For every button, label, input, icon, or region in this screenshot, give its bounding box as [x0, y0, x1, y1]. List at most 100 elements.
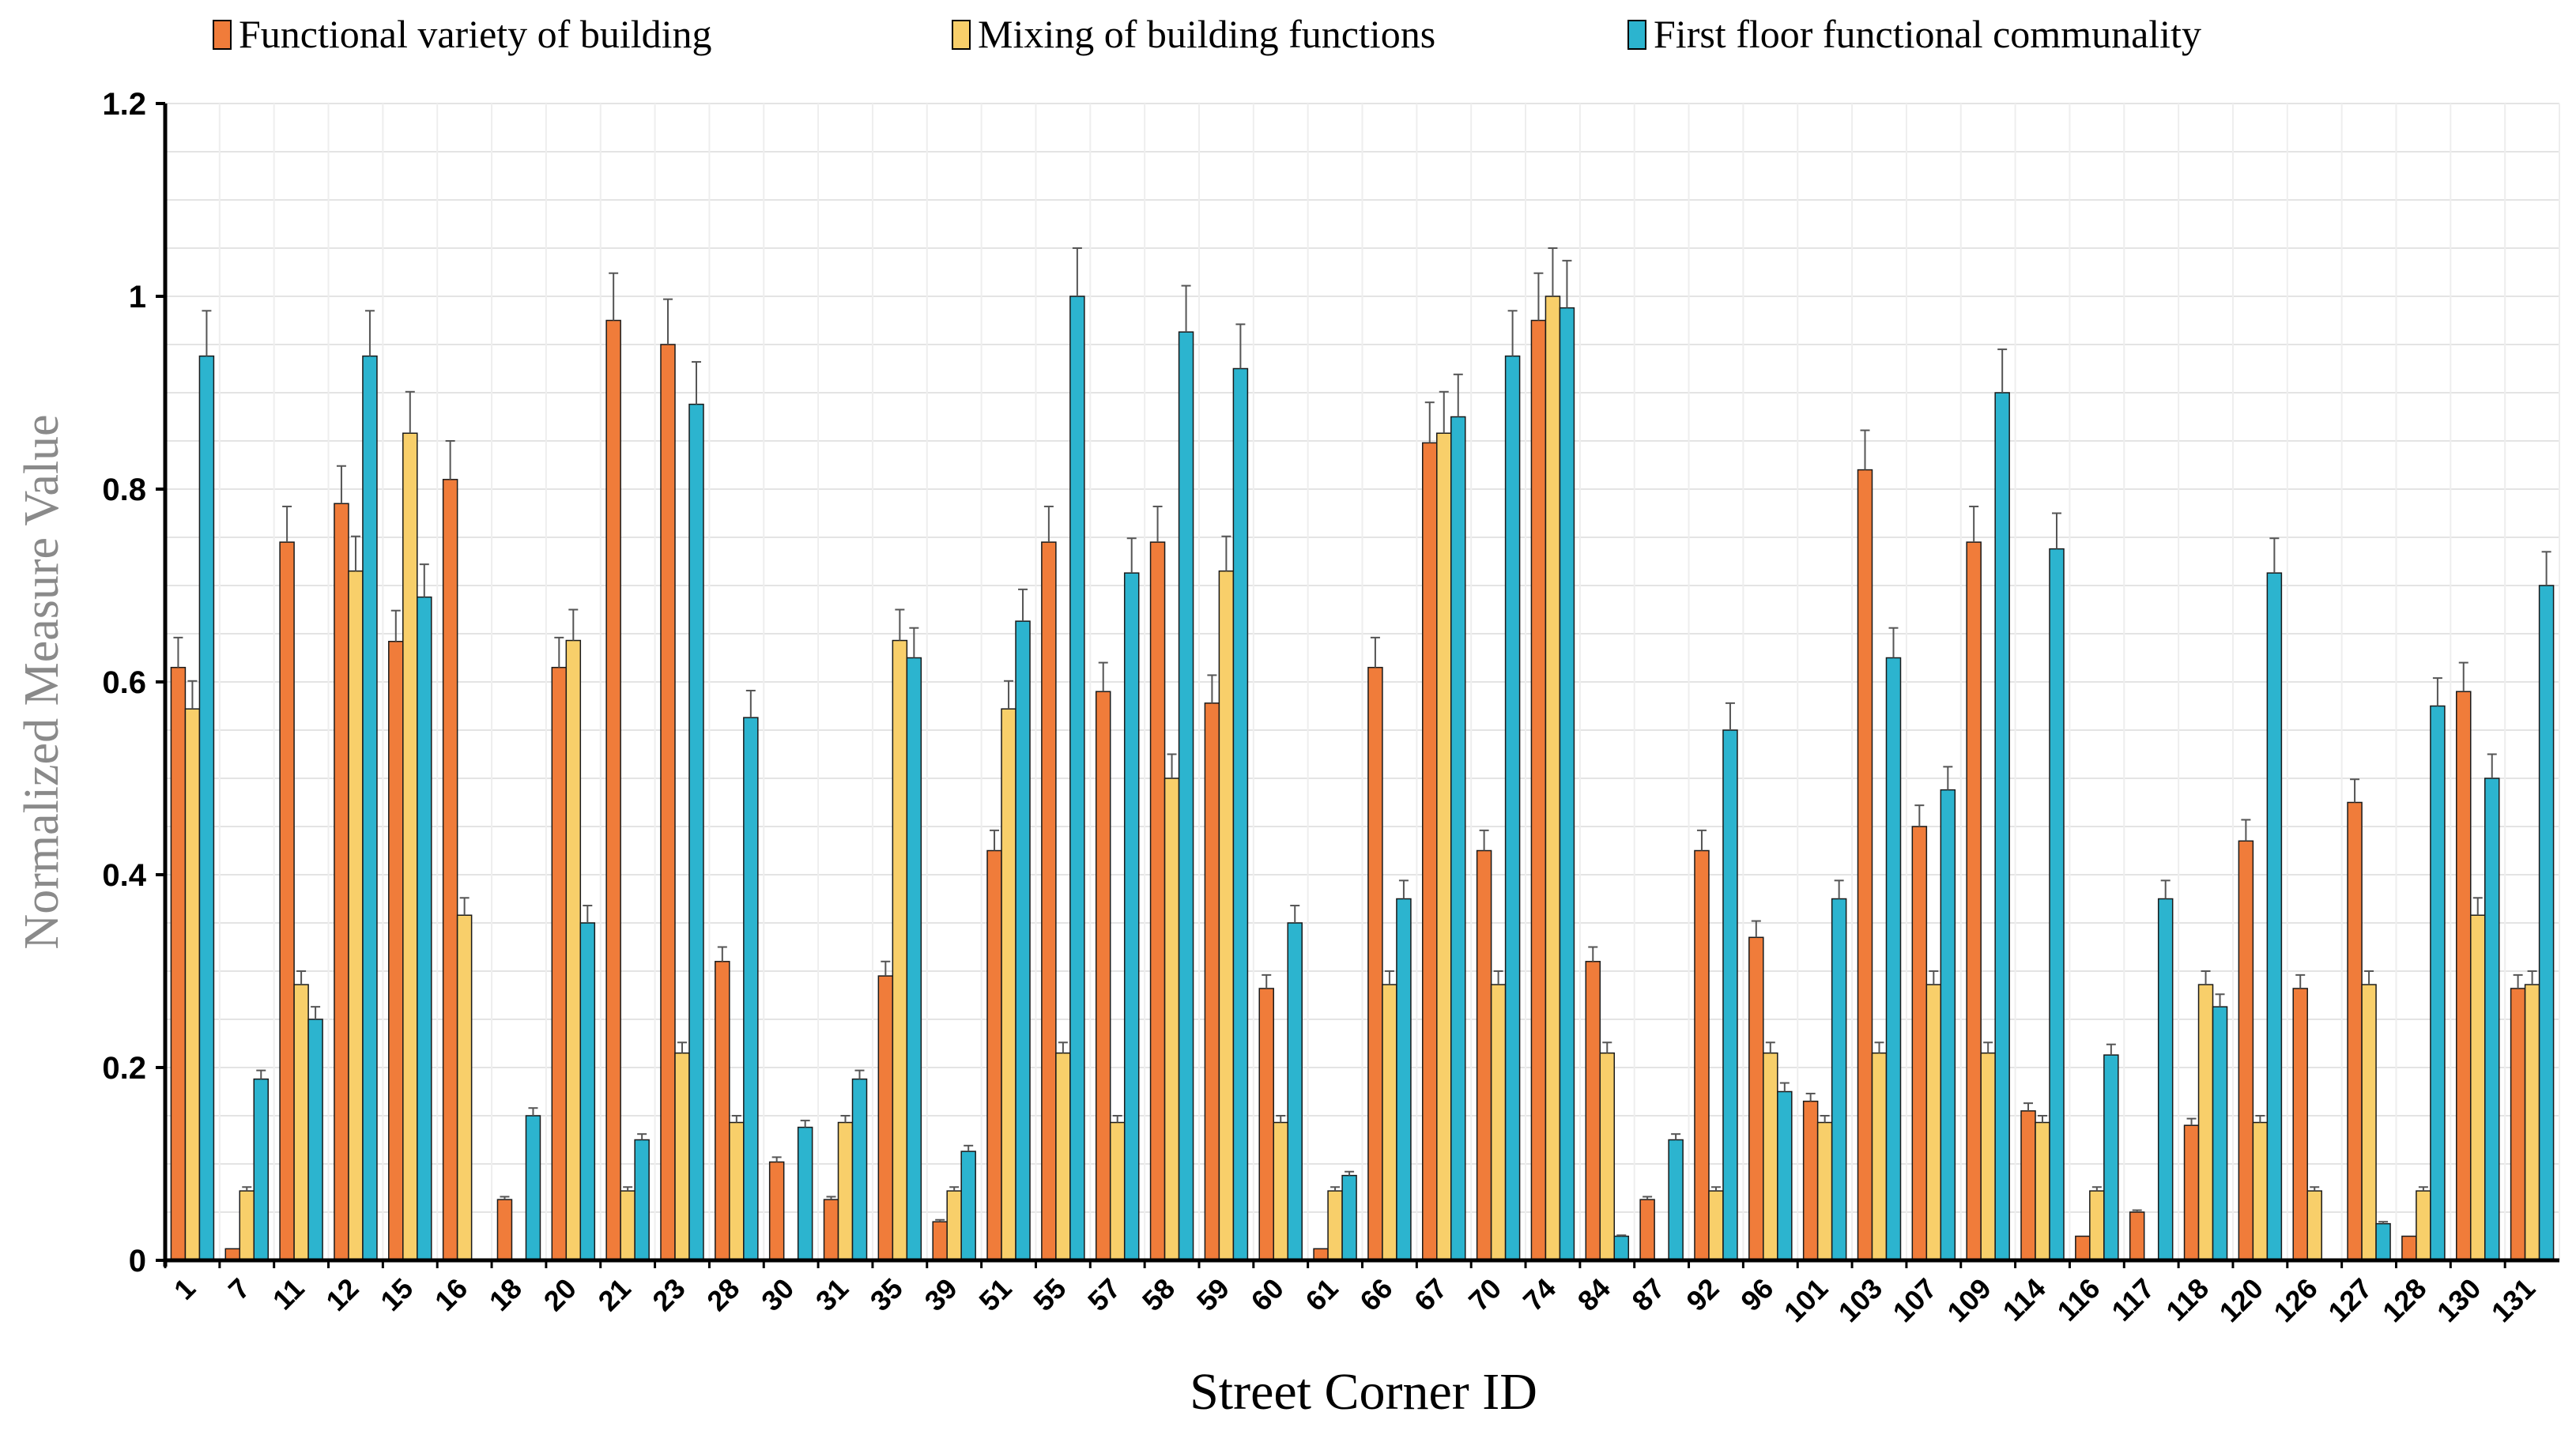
bar-109-series-3 — [1994, 392, 2010, 1261]
x-tick-label: 126 — [2267, 1272, 2323, 1328]
bar-21-series-3 — [634, 1139, 650, 1261]
x-tick-label: 28 — [700, 1272, 745, 1317]
x-tick-label: 128 — [2376, 1272, 2432, 1328]
bar-109-series-2 — [1980, 1052, 1996, 1261]
legend-item-first-floor-communality: First floor functional communality — [1627, 12, 2201, 56]
x-tick-label: 1 — [168, 1272, 202, 1306]
bar-16-series-2 — [456, 914, 473, 1261]
bar-58-series-3 — [1178, 331, 1194, 1261]
bar-127-series-1 — [2347, 801, 2363, 1261]
bar-11-series-1 — [279, 541, 295, 1261]
x-tick-label: 11 — [266, 1272, 311, 1316]
x-tick-label: 61 — [1299, 1272, 1344, 1317]
bar-61-series-2 — [1327, 1190, 1343, 1261]
bar-11-series-2 — [293, 984, 309, 1261]
bar-87-series-1 — [1639, 1199, 1655, 1261]
bar-30-series-1 — [768, 1161, 785, 1261]
legend-swatch-first-floor-communality — [1627, 20, 1646, 50]
bar-116-series-3 — [2103, 1054, 2119, 1261]
bar-131-series-1 — [2510, 988, 2526, 1261]
bar-55-series-3 — [1069, 296, 1085, 1261]
x-tick-labels: 1 7 11 12 15 16 18 20 21 23 28 30 31 35 39 51 55 57 58 59 60… — [164, 1260, 2541, 1328]
bar-58-series-1 — [1149, 541, 1166, 1261]
bar-107-series-2 — [1925, 984, 1942, 1261]
x-tick-label: 30 — [755, 1272, 800, 1317]
bar-116-series-2 — [2089, 1190, 2105, 1261]
x-tick-label: 130 — [2431, 1272, 2487, 1328]
bar-39-series-3 — [960, 1150, 976, 1261]
bar-107-series-1 — [1911, 826, 1928, 1261]
bar-84-series-2 — [1599, 1052, 1616, 1261]
bar-66-series-1 — [1367, 666, 1383, 1261]
x-tick-label: 120 — [2213, 1272, 2269, 1328]
bar-28-series-3 — [743, 717, 759, 1261]
bar-130-series-1 — [2455, 691, 2472, 1261]
y-tick-label: 0.2 — [102, 1051, 146, 1086]
bar-61-series-3 — [1341, 1174, 1357, 1261]
bar-51-series-1 — [986, 849, 1002, 1261]
x-tick-label: 12 — [319, 1272, 364, 1317]
x-tick-label: 35 — [864, 1272, 909, 1317]
x-tick-label: 21 — [591, 1272, 636, 1317]
bar-60-series-1 — [1258, 988, 1274, 1261]
x-tick-label: 15 — [374, 1272, 419, 1317]
bar-60-series-2 — [1273, 1121, 1288, 1261]
bar-118-series-2 — [2197, 984, 2214, 1261]
bar-20-series-1 — [551, 666, 568, 1261]
bar-1-series-1 — [170, 666, 187, 1261]
legend-label-mixing-functions: Mixing of building functions — [978, 12, 1435, 56]
bar-131-series-2 — [2524, 984, 2540, 1261]
bar-67-series-2 — [1436, 432, 1452, 1261]
x-tick-label: 55 — [1027, 1272, 1072, 1317]
bar-126-series-1 — [2292, 988, 2308, 1261]
legend-label-first-floor-communality: First floor functional communality — [1654, 12, 2201, 56]
bar-11-series-3 — [307, 1019, 323, 1261]
bar-128-series-3 — [2430, 705, 2446, 1261]
bar-57-series-2 — [1109, 1121, 1126, 1261]
x-tick-label: 92 — [1680, 1272, 1725, 1317]
x-tick-label: 60 — [1245, 1272, 1290, 1317]
bar-51-series-2 — [1001, 708, 1016, 1261]
bar-60-series-3 — [1287, 922, 1303, 1261]
x-tick-label: 67 — [1408, 1272, 1453, 1317]
bar-31-series-1 — [823, 1199, 839, 1261]
bar-84-series-1 — [1585, 961, 1601, 1261]
y-axis-label: Normalized Measure Value — [15, 414, 69, 949]
bar-120-series-1 — [2238, 840, 2254, 1261]
x-tick-label: 103 — [1832, 1272, 1888, 1328]
bar-92-series-1 — [1694, 849, 1710, 1261]
bar-20-series-2 — [565, 639, 582, 1261]
bar-92-series-3 — [1722, 729, 1738, 1261]
bar-67-series-3 — [1450, 416, 1466, 1261]
bar-15-series-2 — [402, 432, 418, 1261]
bar-55-series-2 — [1055, 1052, 1071, 1261]
bar-1-series-3 — [198, 355, 215, 1261]
bar-35-series-1 — [877, 975, 894, 1261]
bar-103-series-1 — [1857, 469, 1873, 1261]
legend-label-functional-variety: Functional variety of building — [239, 12, 712, 56]
bar-12-series-2 — [348, 570, 364, 1261]
bar-51-series-3 — [1015, 620, 1031, 1261]
y-tick-label: 1 — [129, 280, 146, 314]
x-tick-label: 84 — [1571, 1272, 1616, 1317]
bar-7-series-2 — [239, 1190, 255, 1261]
bar-35-series-2 — [892, 639, 908, 1261]
bar-107-series-3 — [1940, 789, 1956, 1261]
x-tick-label: 87 — [1625, 1272, 1670, 1317]
bar-31-series-2 — [837, 1121, 854, 1261]
bar-116-series-1 — [2075, 1235, 2091, 1261]
bar-28-series-2 — [729, 1121, 745, 1261]
bar-18-series-1 — [496, 1199, 513, 1261]
legend-swatch-functional-variety — [213, 20, 232, 50]
bar-130-series-3 — [2484, 778, 2500, 1261]
y-tick-labels: 0 0.2 0.4 0.6 0.8 1 1.2 — [102, 87, 165, 1278]
bar-117-series-3 — [2157, 898, 2174, 1261]
x-tick-label: 107 — [1887, 1272, 1943, 1328]
legend-swatch-mixing-functions — [952, 20, 971, 50]
legend-item-functional-variety: Functional variety of building — [213, 12, 712, 56]
bar-67-series-1 — [1422, 442, 1438, 1261]
bar-1-series-2 — [184, 708, 201, 1261]
x-tick-label: 70 — [1462, 1272, 1507, 1317]
bar-84-series-3 — [1613, 1235, 1630, 1261]
